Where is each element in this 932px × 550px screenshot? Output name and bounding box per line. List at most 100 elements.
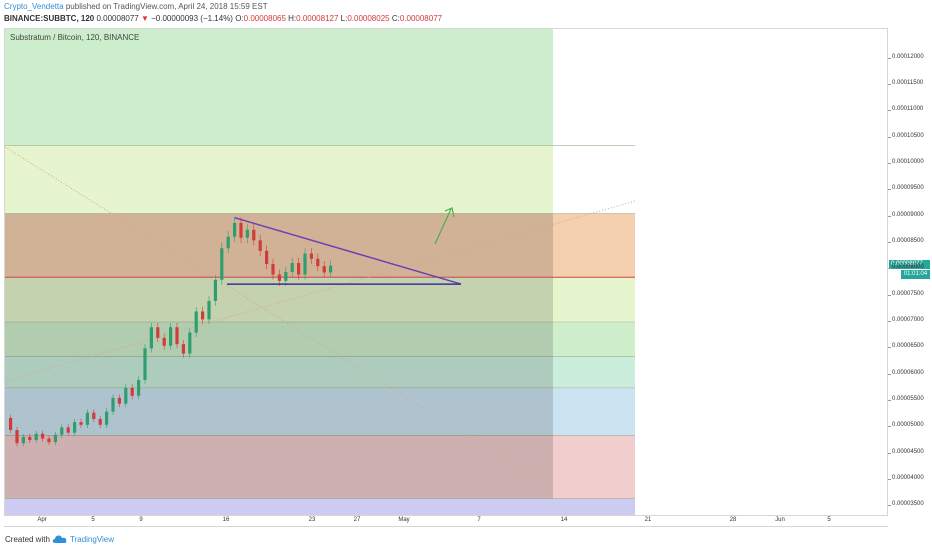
price-tick-mark [888,426,891,428]
date-label: Jun [775,517,785,523]
ascending-dotted-trend-line[interactable] [5,200,636,382]
time-scale[interactable]: Apr 5 9 16 23 27 May 7 14 21 28 Jun 5 [4,516,888,527]
candle [111,397,115,412]
price-tick-mark [888,452,891,454]
bar-countdown-tag: 01:01:04 [901,270,930,280]
date-label: 27 [353,517,361,523]
candle [21,436,25,444]
candle [322,266,326,273]
price-tick-mark [888,268,891,270]
candle [28,436,32,441]
price-scale[interactable]: 0.00008077 01:01:04 0.00012000 0.00011500… [888,28,932,516]
candle [149,327,153,349]
price-tick-mark [888,215,891,217]
price-tick-label: 0.00007000 [892,317,924,323]
candle [60,427,64,435]
publication-line: Crypto_Vendetta published on TradingView… [4,2,268,11]
date-label: 28 [729,517,737,523]
price-tick-label: 0.00009000 [892,211,924,218]
date-label: 5 [827,517,831,523]
close-value: 0.00008077 [399,14,443,23]
chart-shade-overlay [5,213,553,499]
fib-zone [5,356,635,388]
candle [66,427,70,433]
price-tick-label: 0.00004500 [892,448,924,455]
candle [258,240,262,251]
chart-legend: Substratum / Bitcoin, 120, BINANCE [10,33,140,42]
price-tick-mark [888,373,891,375]
candle [194,311,198,333]
price-tick-label: 0.00009500 [892,185,924,192]
candle [239,222,243,238]
price-tick-mark [888,110,891,112]
price-tick-label: 0.00005500 [892,396,924,403]
price-tick-label: 0.00006000 [892,369,924,376]
chart-pane[interactable] [4,28,888,516]
candle [47,438,51,443]
price-tick-mark [888,57,891,59]
created-with-text: Created with [5,535,50,544]
close-label: C: [391,14,400,23]
date-label: May [398,517,410,523]
low-value: 0.00008025 [347,14,390,23]
date-label: 7 [477,517,481,523]
date-label: 21 [644,517,652,523]
fib-zone [5,498,635,515]
candle [213,279,217,301]
candle [92,412,96,419]
tradingview-brand-link[interactable]: TradingView [70,535,115,544]
price-tick-label: 0.00008000 [892,264,924,271]
low-label: L: [340,14,348,23]
candle [188,332,192,354]
candle [162,337,166,346]
triangle-resistance-line[interactable] [234,216,462,285]
candle [137,379,141,396]
fib-zone [5,435,635,499]
symbol-ohlc-line: BINANCE:SUBBTC, 120 0.00008077 ▼ −0.0000… [4,14,442,23]
candle [73,422,77,433]
candle [124,387,128,404]
candle [284,271,288,281]
high-value: 0.00008127 [296,14,339,23]
candle [117,397,121,404]
price-tick-label: 0.00005000 [892,422,924,429]
date-label: 16 [222,517,230,523]
author-link[interactable]: Crypto_Vendetta [4,2,64,11]
price-tick-label: 0.00008500 [892,237,924,244]
fibonacci-retracement[interactable] [5,29,635,516]
candle [303,253,307,275]
candle [9,417,13,431]
tradingview-cloud-icon[interactable] [52,533,68,545]
price-change: −0.00000093 (−1.14%) [151,14,233,23]
date-label: 5 [91,517,95,523]
price-tick-mark [888,294,891,296]
price-tick-mark [888,479,891,481]
date-label: Apr [37,517,47,523]
candle [309,253,313,259]
price-chart[interactable] [5,29,888,516]
price-tick-mark [888,505,891,507]
price-tick-mark [888,241,891,243]
candle [105,411,109,425]
price-tick-mark [888,347,891,349]
change-down-icon: ▼ [140,14,149,23]
candle [265,250,269,265]
fib-zone [5,213,635,278]
price-tick-label: 0.00011500 [892,79,924,86]
candle [85,412,89,425]
price-tick-mark [888,189,891,191]
price-tick-label: 0.00004000 [892,475,924,482]
candle [169,327,173,346]
published-text: published on TradingView.com, April 24, … [65,2,268,11]
date-label: 23 [308,517,316,523]
candle [156,327,160,338]
date-label: 14 [560,517,568,523]
trend-line-drawings[interactable] [5,146,636,490]
candle [271,264,275,275]
candle [220,248,224,280]
candle [79,422,83,425]
fib-zone [5,145,553,214]
last-price: 0.00008077 [96,14,139,23]
descending-triangle-pattern[interactable] [227,207,462,285]
breakout-arrow-icon[interactable] [434,207,455,245]
